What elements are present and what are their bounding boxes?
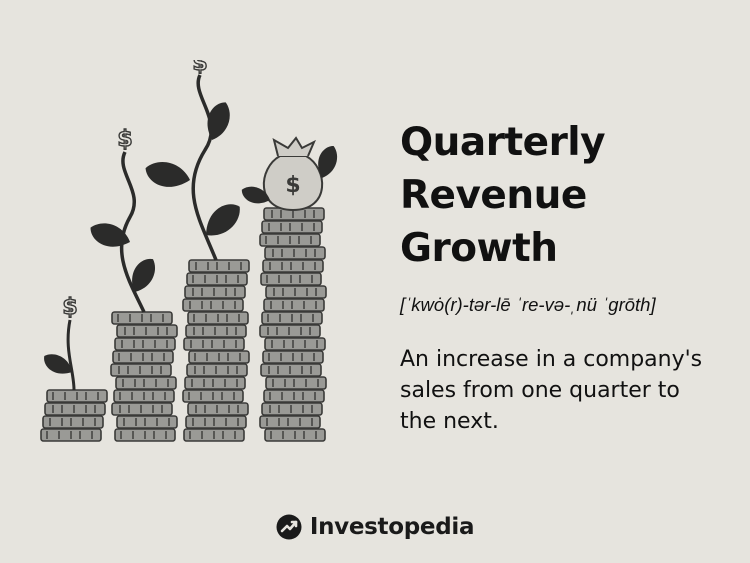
sprout-leaf-3c — [207, 102, 230, 140]
definition-text: An increase in a company's sales from on… — [400, 344, 720, 437]
definition-line-1: An increase in a company's — [400, 347, 703, 372]
dollar-sprout-1: $ — [62, 295, 77, 320]
coin-stack-1 — [40, 389, 108, 442]
title-line-1: Quarterly — [400, 120, 606, 165]
sprout-leaf-3b — [145, 162, 190, 187]
sprout-leaf-2a — [132, 258, 156, 292]
brand-footer: Investopedia — [0, 514, 750, 540]
sprout-stem-1 — [66, 319, 76, 391]
title-line-2: Revenue — [400, 173, 587, 218]
bag-leaf-right — [318, 146, 338, 178]
coin-stacks-illustration: $ $ $ $ — [30, 50, 370, 455]
sprout-stem-3 — [191, 74, 218, 261]
brand-name: Investopedia — [309, 514, 475, 540]
sprout-leaf-3a — [206, 204, 240, 236]
dollar-sprout-3: $ — [192, 60, 207, 76]
title-line-3: Growth — [400, 226, 558, 271]
term-title: Quarterly Revenue Growth — [400, 116, 730, 275]
coin-stack-4 — [259, 207, 327, 442]
bag-leaf-left — [241, 186, 270, 204]
coin-stack-2 — [110, 311, 178, 442]
sprout-leaf-1 — [44, 354, 72, 374]
dollar-sprout-2: $ — [117, 127, 132, 152]
coin-growth-graphic: $ $ $ $ — [40, 50, 338, 442]
money-bag-dollar-sign: $ — [285, 173, 300, 198]
sprout-leaf-2b — [90, 223, 130, 247]
investopedia-logo-icon — [276, 514, 302, 540]
definition-line-3: the next. — [400, 409, 499, 434]
definition-line-2: sales from one quarter to — [400, 378, 680, 403]
money-bag-top — [272, 136, 316, 157]
coin-stack-3 — [182, 259, 250, 442]
sprout-stem-2 — [119, 151, 146, 313]
pronunciation: [ˈkwȯ(r)-tər-lē ˈre-və-ˌnü ˈgrōth] — [400, 294, 656, 315]
